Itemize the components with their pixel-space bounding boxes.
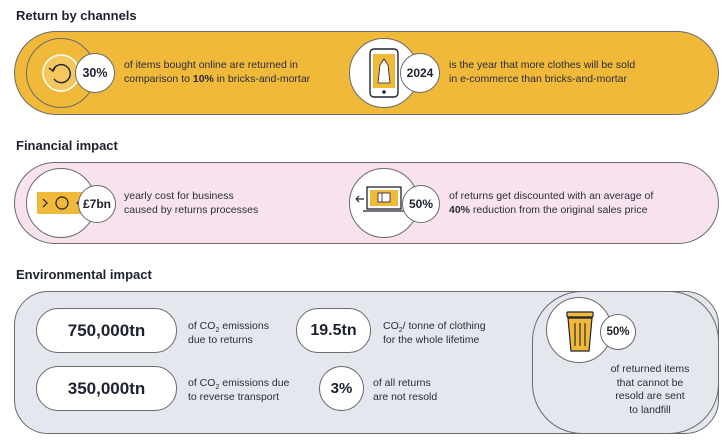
env-stat5-line3: resold are sent <box>615 390 685 402</box>
stat-2024-badge: 2024 <box>400 53 440 93</box>
financial-stat1-text: yearly cost for business caused by retur… <box>124 190 258 217</box>
return-cycle-icon <box>26 38 96 108</box>
env-stat2-line2: to reverse transport <box>188 390 280 403</box>
trash-bin-icon <box>546 297 612 363</box>
financial-stat2-line2: 40% reduction from the original sales pr… <box>449 203 648 216</box>
env-stat5-line2: that cannot be <box>616 376 684 389</box>
channels-stat1-text: of items bought online are returned in c… <box>124 59 310 86</box>
co2-returns-pill: 750,000tn <box>36 308 177 353</box>
section-title-channels: Return by channels <box>16 8 137 23</box>
env-stat3-text: CO2/ tonne of clothing for the whole lif… <box>383 320 486 347</box>
co2-per-tonne-pill: 19.5tn <box>296 308 371 353</box>
env-stat2-text: of CO2 emissions due to reverse transpor… <box>188 377 289 404</box>
section-title-financial: Financial impact <box>16 138 118 153</box>
section-title-environmental: Environmental impact <box>16 267 152 282</box>
stat-50-percent-badge: 50% <box>402 185 440 223</box>
stat-7bn-badge: £7bn <box>78 185 116 223</box>
stat-landfill-50-badge: 50% <box>600 314 636 350</box>
env-stat1-line2: due to returns <box>188 333 253 346</box>
env-stat4-line1: of all returns <box>373 377 431 389</box>
co2-reverse-transport-pill: 350,000tn <box>36 366 177 411</box>
financial-stat1-line2: caused by returns processes <box>124 203 259 216</box>
env-stat5-line1: of returned items <box>610 363 690 375</box>
banknote-icon <box>26 168 96 238</box>
env-stat1-text: of CO2 emissions due to returns <box>188 320 269 347</box>
env-stat2-line1: of CO2 emissions due <box>188 377 290 392</box>
env-stat4-text: of all returns are not resold <box>373 377 437 404</box>
env-stat3-line2: for the whole lifetime <box>383 333 480 346</box>
channels-stat1-line1: of items bought online are returned in <box>124 59 298 71</box>
env-stat5-text: of returned items that cannot be resold … <box>600 363 700 417</box>
channels-stat2-text: is the year that more clothes will be so… <box>449 59 635 86</box>
env-stat4-line2: are not resold <box>373 390 438 403</box>
channels-stat2-line1: is the year that more clothes will be so… <box>449 59 636 71</box>
channels-stat1-line2: comparison to 10% in bricks-and-mortar <box>124 72 311 85</box>
financial-stat2-text: of returns get discounted with an averag… <box>449 190 653 217</box>
stat-30-percent-badge: 30% <box>75 53 115 93</box>
stat-3-percent-badge: 3% <box>319 366 364 411</box>
financial-stat2-line1: of returns get discounted with an averag… <box>449 190 654 202</box>
env-stat1-line1: of CO2 emissions <box>188 320 269 335</box>
channels-stat2-line2: in e-commerce than bricks-and-mortar <box>449 72 627 85</box>
financial-stat1-line1: yearly cost for business <box>124 190 234 202</box>
env-stat3-line1: CO2/ tonne of clothing <box>383 320 486 335</box>
env-stat5-line4: to landfill <box>629 403 671 416</box>
